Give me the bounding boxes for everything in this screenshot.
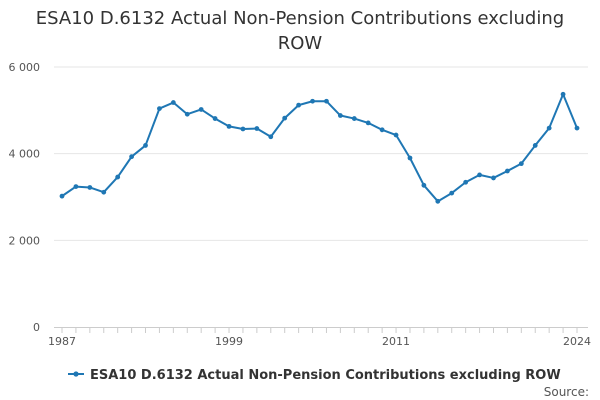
data-point-2001[interactable] (254, 126, 260, 131)
data-point-2013[interactable] (421, 182, 427, 188)
data-point-2022[interactable] (546, 125, 552, 131)
legend[interactable]: ESA10 D.6132 Actual Non-Pension Contribu… (68, 368, 561, 383)
data-point-1991[interactable] (115, 174, 121, 180)
data-point-2012[interactable] (407, 155, 413, 161)
x-axis: 1987 1999 2011 2024 (48, 327, 591, 348)
x-tick-label-3: 2024 (563, 335, 591, 348)
series-line-0[interactable] (61, 93, 578, 203)
x-tick-label-2: 2011 (382, 335, 410, 348)
x-tick-label-0: 1987 (48, 335, 76, 348)
data-point-1989[interactable] (87, 185, 93, 190)
data-point-2003[interactable] (282, 115, 288, 121)
data-point-2007[interactable] (337, 113, 343, 118)
grid-lines (54, 66, 588, 241)
data-point-2024[interactable] (574, 125, 580, 131)
data-point-1997[interactable] (198, 107, 204, 112)
data-point-1998[interactable] (212, 116, 218, 121)
data-point-1990[interactable] (101, 189, 107, 195)
y-axis: 0 2 000 4 000 6 000 (9, 61, 41, 334)
legend-entry-label: ESA10 D.6132 Actual Non-Pension Contribu… (90, 368, 561, 383)
y-tick-label-3: 6 000 (9, 61, 41, 74)
data-point-1996[interactable] (184, 111, 190, 117)
source-label: Source: (544, 385, 589, 399)
y-tick-label-2: 4 000 (9, 148, 41, 161)
data-point-1995[interactable] (170, 100, 176, 105)
data-point-2005[interactable] (310, 98, 315, 104)
data-point-2008[interactable] (351, 116, 357, 121)
data-point-2016[interactable] (463, 179, 469, 185)
data-point-1987[interactable] (59, 193, 65, 199)
data-point-2015[interactable] (449, 190, 455, 196)
data-point-2020[interactable] (518, 161, 524, 167)
data-point-2002[interactable] (268, 134, 274, 140)
data-point-1993[interactable] (143, 143, 148, 148)
data-point-1999[interactable] (226, 123, 232, 129)
data-point-2019[interactable] (505, 168, 510, 174)
data-point-1994[interactable] (157, 106, 162, 111)
data-point-1988[interactable] (73, 184, 79, 190)
data-point-2017[interactable] (477, 172, 482, 178)
data-point-2014[interactable] (435, 198, 441, 204)
data-point-2011[interactable] (393, 132, 399, 138)
data-point-2021[interactable] (532, 143, 538, 148)
data-point-1992[interactable] (129, 154, 134, 160)
y-tick-label-0: 0 (33, 321, 40, 334)
chart-title: ESA10 D.6132 Actual Non-Pension Contribu… (35, 8, 565, 54)
data-point-2004[interactable] (296, 102, 302, 108)
data-point-2009[interactable] (365, 120, 371, 126)
data-point-2023[interactable] (560, 91, 566, 97)
data-point-2006[interactable] (324, 98, 329, 104)
data-point-2010[interactable] (379, 127, 385, 133)
series-group (59, 91, 580, 204)
y-tick-label-1: 2 000 (9, 234, 41, 247)
legend-marker-swatch (73, 371, 79, 377)
x-tick-label-1: 1999 (215, 335, 243, 348)
data-point-2000[interactable] (240, 126, 246, 132)
data-point-2018[interactable] (491, 175, 496, 181)
